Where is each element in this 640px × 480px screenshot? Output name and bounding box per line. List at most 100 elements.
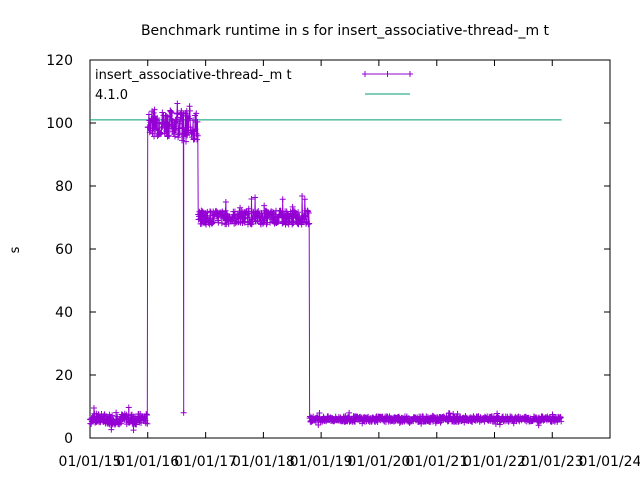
series-main-point — [154, 115, 161, 122]
series-main-point — [252, 194, 259, 201]
series-main-point — [289, 203, 296, 210]
series-main-point — [215, 219, 222, 226]
x-tick-label: 01/01/23 — [521, 454, 584, 470]
series-main-point — [222, 207, 229, 214]
series-main-point — [159, 109, 166, 116]
series-main-point — [152, 126, 159, 133]
series-main-point — [279, 196, 286, 203]
series-main-point — [222, 199, 229, 206]
series-main-point — [558, 418, 565, 425]
series-main-point — [289, 221, 296, 228]
series-main-point — [535, 422, 542, 429]
series-main-point — [175, 134, 182, 141]
x-tick-label: 01/01/20 — [347, 454, 410, 470]
series-main-point — [109, 412, 116, 419]
series-main-point — [143, 411, 150, 418]
series-main-point — [248, 196, 255, 203]
series-main-point — [301, 196, 308, 203]
series-main-point — [130, 427, 137, 434]
series-main-point — [193, 110, 200, 117]
series-main-point — [295, 209, 302, 216]
series-main-point — [150, 109, 157, 116]
series-main-point — [237, 204, 244, 211]
series-main-point — [194, 118, 201, 125]
series-main-point — [183, 138, 190, 145]
series-main-point — [346, 409, 353, 416]
series-main-point — [144, 420, 151, 427]
series-main-point — [125, 404, 132, 411]
series-main-point — [316, 409, 323, 416]
series-main-point — [298, 221, 305, 228]
series-main-point — [117, 420, 124, 427]
series-main-point — [305, 208, 311, 215]
series-main-point — [166, 133, 173, 140]
series-main-point — [153, 116, 160, 123]
series-main-point — [494, 410, 501, 417]
y-tick-label: 80 — [55, 179, 73, 195]
legend-label-main: insert_associative-thread-_m t — [95, 68, 292, 83]
series-main-point — [194, 136, 201, 143]
series-main-point — [246, 210, 253, 217]
series-main-point — [145, 111, 152, 118]
x-tick-label: 01/01/15 — [59, 454, 122, 470]
series-main-point — [194, 132, 201, 139]
series-main-point — [173, 110, 180, 117]
series-main-point — [147, 119, 154, 126]
y-tick-label: 120 — [46, 53, 73, 69]
series-main-point — [180, 409, 187, 416]
series-main-point — [302, 213, 309, 220]
series-main-point — [186, 107, 193, 114]
y-tick-label: 20 — [55, 368, 73, 384]
y-tick-label: 100 — [46, 116, 73, 132]
series-main-point — [153, 125, 160, 132]
series-main-point — [166, 121, 173, 128]
series-main-point — [291, 208, 298, 215]
x-axis-ticks: 01/01/1501/01/1601/01/1701/01/1801/01/19… — [59, 60, 640, 470]
legend-marker-main — [407, 71, 413, 77]
y-tick-label: 60 — [55, 242, 73, 258]
series-main-point — [90, 405, 97, 412]
y-tick-label: 40 — [55, 305, 73, 321]
legend: insert_associative-thread-_m t 4.1.0 — [95, 68, 413, 103]
series-main-point — [171, 133, 178, 140]
series-main-point — [168, 110, 175, 117]
series-main-point — [128, 412, 135, 419]
series-main-point — [176, 130, 183, 137]
series-main-point — [244, 214, 251, 221]
x-tick-label: 01/01/18 — [232, 454, 295, 470]
legend-marker-main — [362, 71, 368, 77]
series-main-point — [179, 124, 186, 131]
series-main-point — [209, 219, 216, 226]
x-tick-label: 01/01/22 — [463, 454, 526, 470]
series-main-point — [108, 426, 115, 433]
series-main-point — [192, 126, 199, 133]
legend-label-threshold: 4.1.0 — [95, 88, 128, 103]
x-tick-label: 01/01/17 — [174, 454, 237, 470]
series-main-point — [175, 131, 182, 138]
y-axis-label: s — [8, 246, 23, 253]
series-main-point — [306, 220, 313, 227]
series-main-point — [151, 106, 158, 113]
x-tick-label: 01/01/24 — [579, 454, 640, 470]
x-tick-label: 01/01/21 — [405, 454, 468, 470]
series-main-point — [267, 219, 274, 226]
chart-title: Benchmark runtime in s for insert_associ… — [141, 23, 550, 39]
series-main-point — [241, 218, 248, 225]
series-main-point — [275, 218, 282, 225]
series-main-point — [190, 135, 197, 142]
series-main-point — [174, 100, 181, 107]
y-tick-label: 0 — [64, 431, 73, 447]
series-main-point — [290, 207, 297, 214]
series-main-line — [89, 103, 562, 431]
y-axis-ticks: 0 20 40 60 80 100 120 — [46, 53, 610, 447]
series-main-point — [175, 125, 182, 132]
series-main-point — [177, 120, 184, 127]
series-main-point — [218, 220, 225, 227]
series-main-point — [184, 132, 191, 139]
series-main-point — [248, 221, 255, 228]
x-tick-label: 01/01/16 — [116, 454, 179, 470]
series-main-point — [124, 414, 131, 421]
x-tick-label: 01/01/19 — [290, 454, 353, 470]
series-main-point — [113, 409, 120, 416]
